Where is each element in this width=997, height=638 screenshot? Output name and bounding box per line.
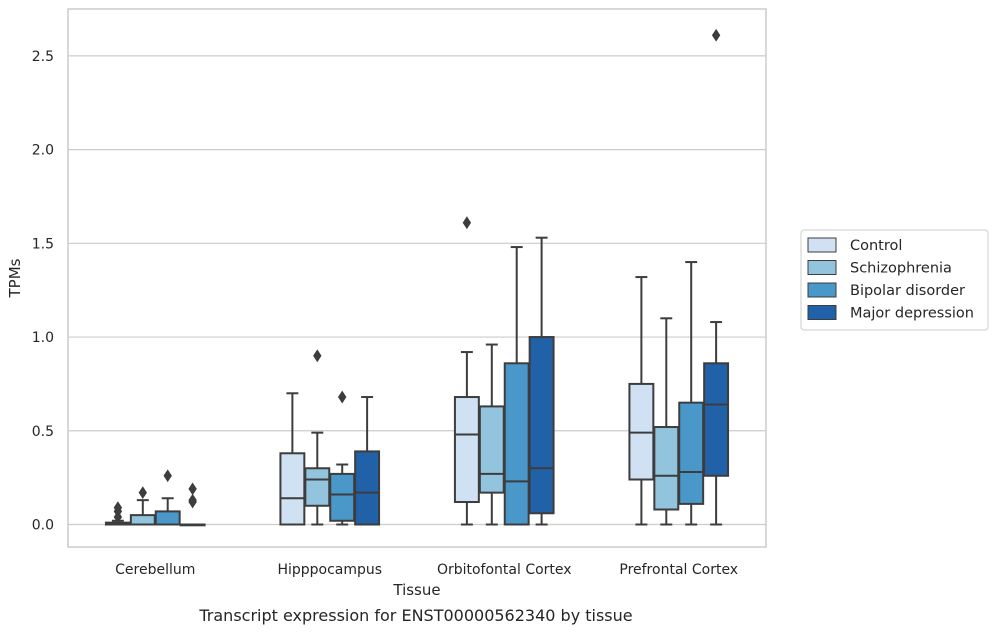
box xyxy=(678,401,705,505)
outlier-point xyxy=(711,28,721,42)
outlier-point xyxy=(138,486,147,500)
box xyxy=(354,450,381,526)
legend-swatch xyxy=(807,237,837,253)
outlier-point xyxy=(338,390,347,404)
y-tick-label: 2.0 xyxy=(32,143,54,159)
legend-swatch xyxy=(807,282,837,298)
legend-label: Control xyxy=(850,238,902,254)
box xyxy=(703,362,730,477)
x-axis-label: Tissue xyxy=(392,581,440,599)
outlier-point xyxy=(188,493,197,507)
x-tick-label: Orbitofontal Cortex xyxy=(437,562,572,578)
box xyxy=(453,396,480,504)
outlier-point xyxy=(313,349,322,363)
legend-label: Schizophrenia xyxy=(850,261,952,277)
box xyxy=(503,362,530,526)
y-tick-label: 0.5 xyxy=(32,424,54,440)
y-tick-label: 0.0 xyxy=(32,518,54,534)
legend-swatch xyxy=(807,305,837,320)
legend-box xyxy=(800,229,989,331)
box xyxy=(154,510,181,526)
outlier-point xyxy=(188,482,197,496)
box xyxy=(478,405,505,494)
figure-caption: Transcript expression for ENST0000056234… xyxy=(199,606,633,625)
y-tick-label: 2.5 xyxy=(32,49,54,65)
y-tick-label: 1.5 xyxy=(32,236,54,252)
x-tick-label: Hipppocampus xyxy=(277,562,382,578)
legend-label: Bipolar disorder xyxy=(850,283,965,299)
outlier-point xyxy=(113,501,123,515)
box xyxy=(279,452,306,526)
legend-swatch xyxy=(807,260,837,275)
box xyxy=(528,336,555,515)
outlier-point xyxy=(163,469,172,483)
box xyxy=(653,426,680,511)
y-axis-label: TPMs xyxy=(6,258,24,298)
box xyxy=(129,514,156,526)
box xyxy=(329,472,356,522)
y-tick-label: 1.0 xyxy=(32,330,54,346)
box xyxy=(304,467,331,507)
x-tick-label: Cerebellum xyxy=(115,562,195,578)
legend-label: Major depression xyxy=(850,306,974,322)
outlier-point xyxy=(462,216,472,230)
x-tick-label: Prefrontal Cortex xyxy=(619,562,738,578)
plot-frame xyxy=(67,8,767,548)
